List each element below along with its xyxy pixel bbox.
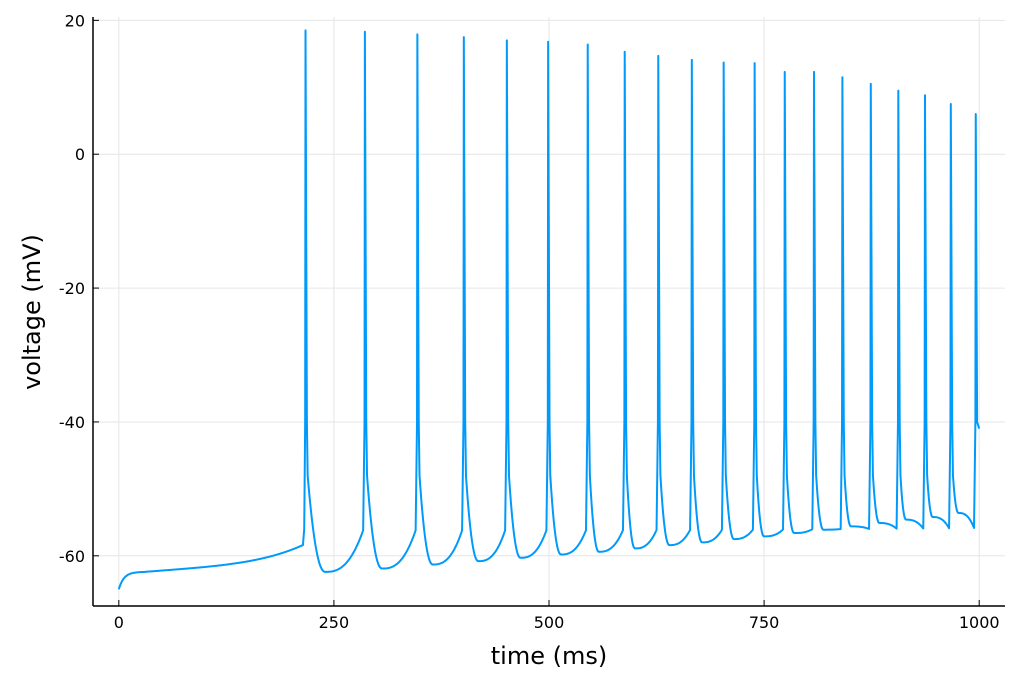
x-ticks: 0 250 500 750 1000 (114, 600, 1000, 632)
y-tick-label: 0 (75, 145, 85, 164)
x-tick-label: 750 (749, 613, 780, 632)
y-tick-label: 20 (65, 11, 85, 30)
x-axis-title: time (ms) (491, 642, 607, 670)
y-ticks: -60 -40 -20 0 20 (59, 11, 99, 566)
y-tick-label: -20 (59, 279, 85, 298)
x-tick-label: 0 (114, 613, 124, 632)
y-axis-title: voltage (mV) (18, 234, 46, 390)
x-tick-label: 250 (319, 613, 350, 632)
y-tick-label: -60 (59, 547, 85, 566)
x-tick-label: 500 (534, 613, 565, 632)
x-tick-label: 1000 (959, 613, 1000, 632)
voltage-trace-line (117, 29, 981, 590)
series-layer (117, 29, 981, 590)
y-tick-label: -40 (59, 413, 85, 432)
